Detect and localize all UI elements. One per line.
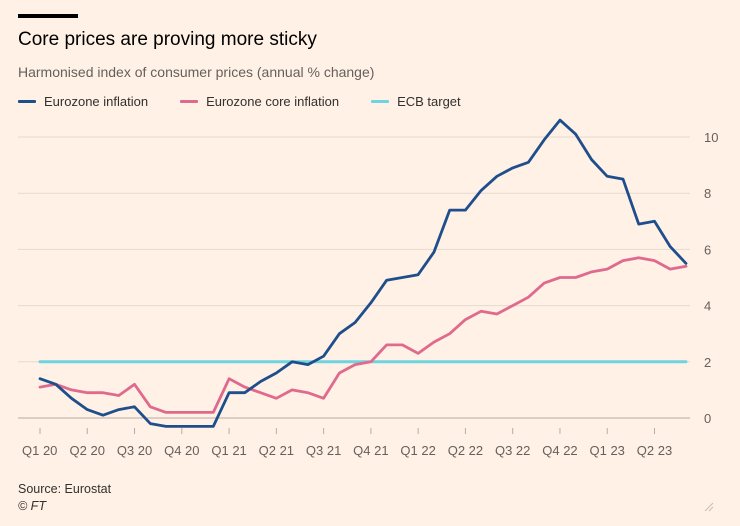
legend-swatch-core-inflation <box>180 100 199 103</box>
x-tick-label: Q4 21 <box>353 443 388 458</box>
y-tick-label: 8 <box>704 186 711 201</box>
y-tick-label: 2 <box>704 355 711 370</box>
grid-layer <box>18 136 690 419</box>
x-axis: Q1 20 Q2 20 Q3 20 Q4 20 Q1 21 Q2 21 Q3 21 Q4 21… <box>22 428 672 458</box>
legend-swatch-ecb-target <box>371 100 390 103</box>
line-chart: 0 2 4 6 8 10 Q1 20 Q2 20 Q3 20 Q4 20 Q1 21 Q2 21 Q3… <box>18 118 718 458</box>
x-tick-label: Q1 22 <box>400 443 435 458</box>
chart-subtitle: Harmonised index of consumer prices (ann… <box>18 64 375 80</box>
y-tick-label: 6 <box>704 242 711 257</box>
legend-label-eurozone-inflation: Eurozone inflation <box>44 94 149 109</box>
series-line-eurozone-inflation <box>38 118 688 428</box>
legend-item-core-inflation: Eurozone core inflation <box>180 94 339 109</box>
legend-swatch-eurozone-inflation <box>18 100 36 103</box>
y-axis: 0 2 4 6 8 10 <box>704 130 718 426</box>
x-tick-label: Q2 23 <box>637 443 672 458</box>
series-line-core-inflation <box>38 256 688 414</box>
chart-title: Core prices are proving more sticky <box>18 29 317 50</box>
x-tick-label: Q3 20 <box>117 443 152 458</box>
x-tick-label: Q3 22 <box>495 443 530 458</box>
brand-bar <box>18 14 78 18</box>
series-layer <box>38 118 688 428</box>
source-note: Source: Eurostat <box>18 482 112 496</box>
x-tick-label: Q4 20 <box>164 443 199 458</box>
ft-credit: © FT <box>18 499 46 513</box>
y-tick-label: 0 <box>704 411 711 426</box>
legend-item-ecb-target: ECB target <box>371 94 461 109</box>
legend-item-eurozone-inflation: Eurozone inflation <box>18 94 148 109</box>
legend-label-ecb-target: ECB target <box>397 94 461 109</box>
x-tick-label: Q1 21 <box>211 443 246 458</box>
y-tick-label: 4 <box>704 299 711 314</box>
chart-legend: Eurozone inflation Eurozone core inflati… <box>18 94 493 109</box>
legend-label-core-inflation: Eurozone core inflation <box>206 94 340 109</box>
x-tick-label: Q4 22 <box>542 443 577 458</box>
x-tick-label: Q2 22 <box>448 443 483 458</box>
x-tick-label: Q1 23 <box>590 443 625 458</box>
x-tick-label: Q2 21 <box>259 443 294 458</box>
y-tick-label: 10 <box>704 130 718 145</box>
x-tick-label: Q2 20 <box>70 443 105 458</box>
x-tick-label: Q1 20 <box>22 443 57 458</box>
resize-handle-icon <box>704 502 714 512</box>
x-tick-label: Q3 21 <box>306 443 341 458</box>
